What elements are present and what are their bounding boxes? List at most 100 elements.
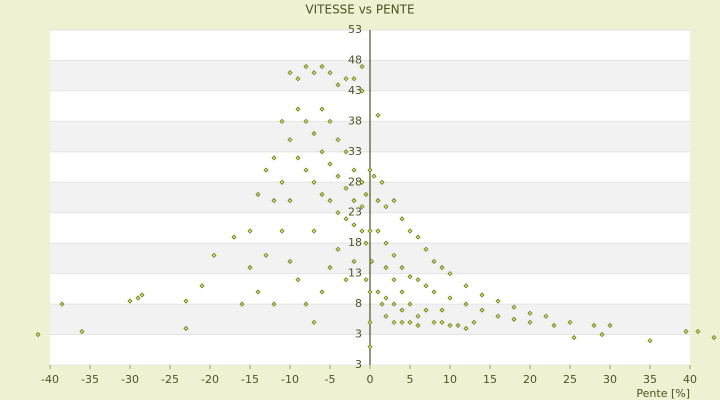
- y-tick-label: 8: [355, 297, 362, 310]
- point: [527, 310, 533, 316]
- point: [511, 316, 517, 322]
- point: [351, 76, 357, 82]
- point: [79, 328, 85, 335]
- x-tick-label: 30: [603, 373, 617, 386]
- point: [375, 112, 381, 118]
- point: [369, 258, 375, 265]
- point: [383, 313, 389, 319]
- point: [383, 240, 389, 246]
- point: [383, 264, 389, 271]
- point: [295, 155, 301, 161]
- point: [335, 137, 341, 143]
- point: [599, 331, 605, 338]
- point: [319, 106, 325, 112]
- point: [511, 304, 517, 310]
- y-tick-label: 3: [355, 358, 362, 371]
- point: [423, 307, 429, 313]
- y-tick-label: 13: [348, 267, 362, 280]
- point: [695, 328, 701, 335]
- point: [351, 167, 357, 173]
- point: [711, 335, 717, 341]
- point: [375, 228, 381, 234]
- point: [211, 252, 217, 258]
- x-tick-label: 20: [523, 373, 537, 386]
- point: [327, 264, 333, 271]
- point: [399, 319, 405, 325]
- point: [423, 246, 429, 252]
- point: [463, 283, 469, 289]
- point: [415, 322, 421, 328]
- point: [271, 155, 277, 161]
- point: [363, 240, 369, 246]
- x-tick-label: 10: [443, 373, 457, 386]
- point: [59, 301, 65, 307]
- point: [303, 301, 309, 307]
- point: [407, 274, 413, 280]
- point: [367, 228, 373, 234]
- point: [407, 301, 413, 307]
- point: [199, 283, 205, 289]
- point: [391, 277, 397, 283]
- y-tick-label: 53: [348, 23, 362, 36]
- point: [367, 167, 373, 173]
- point: [287, 70, 293, 76]
- point: [263, 167, 269, 173]
- point: [327, 118, 333, 124]
- point: [607, 322, 613, 328]
- point: [343, 149, 349, 155]
- point: [431, 258, 437, 265]
- point: [431, 289, 437, 295]
- point: [407, 319, 413, 325]
- point: [319, 149, 325, 155]
- point: [379, 179, 385, 185]
- point: [447, 271, 453, 277]
- point: [343, 185, 349, 191]
- x-tick-label: -15: [241, 373, 259, 386]
- x-tick-label: -25: [161, 373, 179, 386]
- point: [447, 295, 453, 301]
- point: [335, 82, 341, 88]
- point: [335, 246, 341, 252]
- point: [683, 328, 689, 335]
- point: [279, 179, 285, 185]
- point: [439, 319, 445, 325]
- point: [311, 319, 317, 325]
- point: [363, 277, 369, 283]
- point: [183, 298, 189, 304]
- point: [311, 228, 317, 234]
- point: [391, 301, 397, 307]
- point: [319, 191, 325, 198]
- point: [359, 204, 365, 210]
- point: [335, 173, 341, 179]
- point: [303, 167, 309, 173]
- point: [279, 118, 285, 124]
- x-tick-label: -20: [201, 373, 219, 386]
- point: [407, 228, 413, 234]
- point: [383, 204, 389, 210]
- point: [423, 283, 429, 289]
- point: [543, 313, 549, 319]
- point: [351, 222, 357, 228]
- point: [311, 70, 317, 76]
- point: [527, 319, 533, 325]
- x-tick-label: 25: [563, 373, 577, 386]
- point: [287, 137, 293, 143]
- point: [571, 335, 577, 341]
- x-tick-label: 35: [643, 373, 657, 386]
- point: [439, 264, 445, 271]
- y-tick-label: 48: [348, 53, 362, 66]
- point: [303, 63, 309, 70]
- chart-title: VITESSE vs PENTE: [305, 3, 414, 17]
- point: [371, 173, 377, 179]
- point: [479, 292, 485, 298]
- x-tick-label: 0: [367, 373, 374, 386]
- point: [335, 210, 341, 216]
- point: [455, 322, 461, 328]
- point: [35, 331, 41, 338]
- y-tick-label: 28: [348, 175, 362, 188]
- point: [471, 319, 477, 325]
- point: [647, 338, 653, 344]
- x-tick-label: -30: [121, 373, 139, 386]
- point: [415, 277, 421, 283]
